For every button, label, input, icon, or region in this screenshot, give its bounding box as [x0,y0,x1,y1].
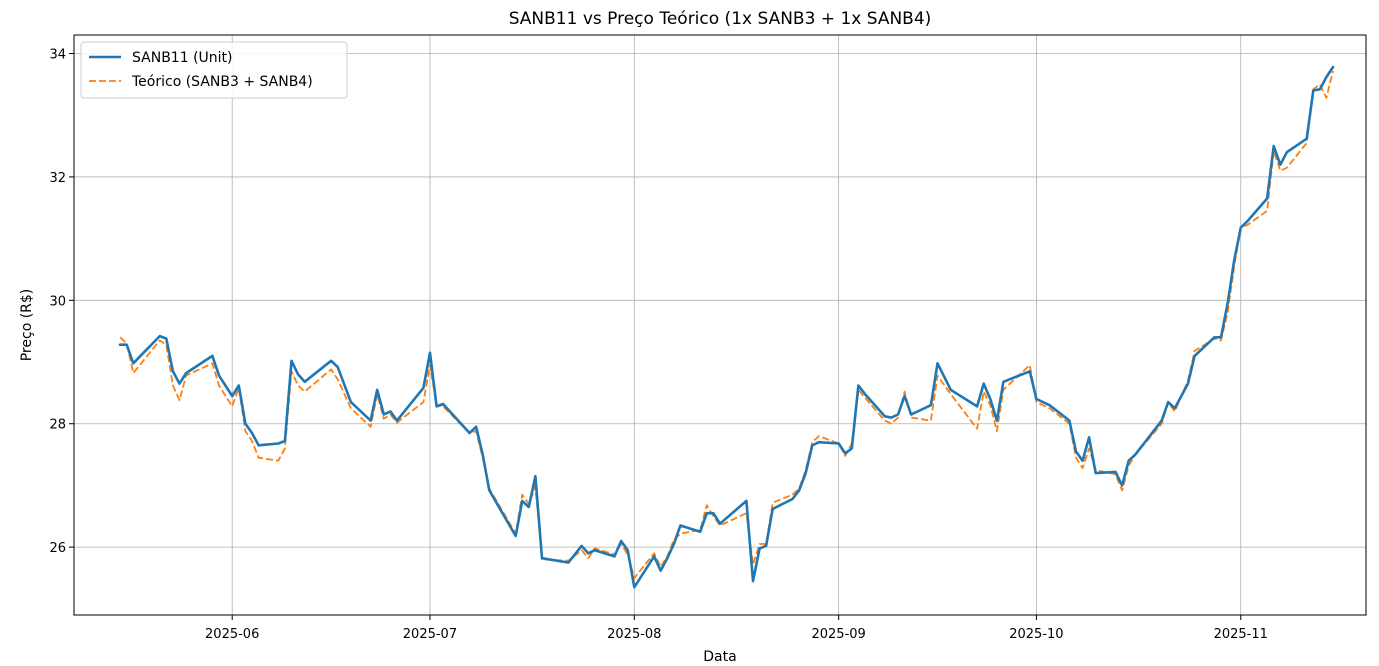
y-axis-label: Preço (R$) [19,289,35,362]
y-tick-label: 28 [49,418,66,433]
x-tick-label: 2025-08 [607,627,661,642]
legend-label-sanb11: SANB11 (Unit) [132,50,233,66]
y-tick-label: 32 [49,171,66,186]
x-axis: 2025-06 2025-07 2025-08 2025-09 2025-10 2025-… [205,615,1268,642]
y-tick-label: 30 [49,294,66,309]
x-tick-label: 2025-06 [205,627,259,642]
plot-frame [73,34,1367,616]
legend: SANB11 (Unit) Teórico (SANB3 + SANB4) [80,41,348,99]
y-tick-label: 34 [49,48,66,63]
series-line-sanb11 [118,65,1335,589]
chart-title: SANB11 vs Preço Teórico (1x SANB3 + 1x S… [509,9,932,29]
x-tick-label: 2025-07 [403,627,457,642]
legend-label-teorico: Teórico (SANB3 + SANB4) [131,74,313,90]
x-axis-label: Data [703,649,736,665]
x-tick-label: 2025-09 [811,627,865,642]
x-tick-label: 2025-11 [1214,627,1268,642]
y-tick-label: 26 [49,541,66,556]
legend-box [80,41,348,99]
series-layer [118,65,1335,589]
y-axis: 26 28 30 32 34 [49,48,74,556]
x-tick-label: 2025-10 [1009,627,1063,642]
